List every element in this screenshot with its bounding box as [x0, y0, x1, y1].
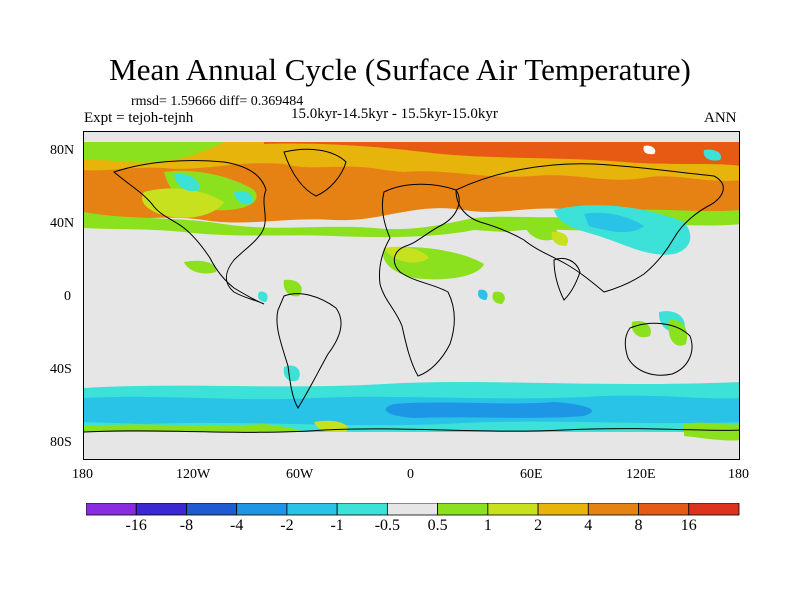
colorbar-swatch	[587, 502, 639, 516]
lon-label-180e: 180	[728, 467, 749, 482]
coastlines	[84, 148, 739, 433]
lon-label-60w: 60W	[286, 467, 314, 482]
lat-label-80n: 80N	[50, 143, 75, 158]
colorbar-label: -4	[230, 517, 244, 534]
colorbar-swatch	[135, 502, 187, 516]
lon-label-0: 0	[407, 467, 414, 482]
colorbar-label: 8	[634, 517, 643, 534]
colorbar-labels: -16 -8 -4 -2 -1 -0.5 0.5 1 2 4 8 16	[86, 517, 746, 541]
lon-label-180w: 180	[72, 467, 93, 482]
colorbar-label: 16	[680, 517, 697, 534]
lat-label-equator: 0	[64, 289, 71, 304]
colorbar	[85, 502, 746, 548]
colorbar-label: -2	[280, 517, 294, 534]
lat-label-80s: 80S	[50, 435, 72, 450]
period-label: 15.0kyr-14.5kyr - 15.5kyr-15.0kyr	[291, 106, 498, 122]
colorbar-swatch	[286, 502, 338, 516]
lon-label-120w: 120W	[176, 467, 211, 482]
colorbar-label: -16	[125, 517, 147, 534]
tropical-spots	[257, 289, 488, 382]
colorbar-label: 0.5	[427, 517, 448, 534]
lon-label-60e: 60E	[520, 467, 543, 482]
lat-label-40s: 40S	[50, 362, 72, 377]
lat-label-40n: 40N	[50, 216, 75, 231]
asia-pacific-cool-region	[524, 205, 691, 346]
colorbar-label: 1	[483, 517, 492, 534]
season-label: ANN	[704, 110, 737, 126]
colorbar-swatch	[487, 502, 539, 516]
plot-title: Mean Annual Cycle (Surface Air Temperatu…	[109, 52, 691, 87]
southern-ocean-cool-band	[84, 382, 739, 459]
colorbar-swatch	[85, 502, 137, 516]
map-panel	[83, 131, 740, 460]
northern-warm-band	[84, 142, 739, 223]
colorbar-label: -8	[179, 517, 194, 534]
colorbar-swatch	[437, 502, 489, 516]
colorbar-swatches	[85, 502, 740, 516]
experiment-label: Expt = tejoh-tejnh	[84, 110, 194, 126]
stats-line: rmsd= 1.59666 diff= 0.369484	[131, 94, 304, 109]
temperature-map	[84, 132, 739, 459]
colorbar-label: 4	[584, 517, 593, 534]
colorbar-swatch	[386, 502, 439, 516]
colorbar-swatch	[186, 502, 238, 516]
lon-label-120e: 120E	[626, 467, 656, 482]
colorbar-swatch	[537, 502, 589, 516]
colorbar-label: -0.5	[374, 517, 401, 534]
colorbar-label: 2	[534, 517, 543, 534]
colorbar-swatch	[336, 502, 388, 516]
colorbar-swatch	[688, 502, 740, 516]
colorbar-swatch	[638, 502, 690, 516]
colorbar-swatch	[236, 502, 288, 516]
colorbar-label: -1	[330, 517, 344, 534]
